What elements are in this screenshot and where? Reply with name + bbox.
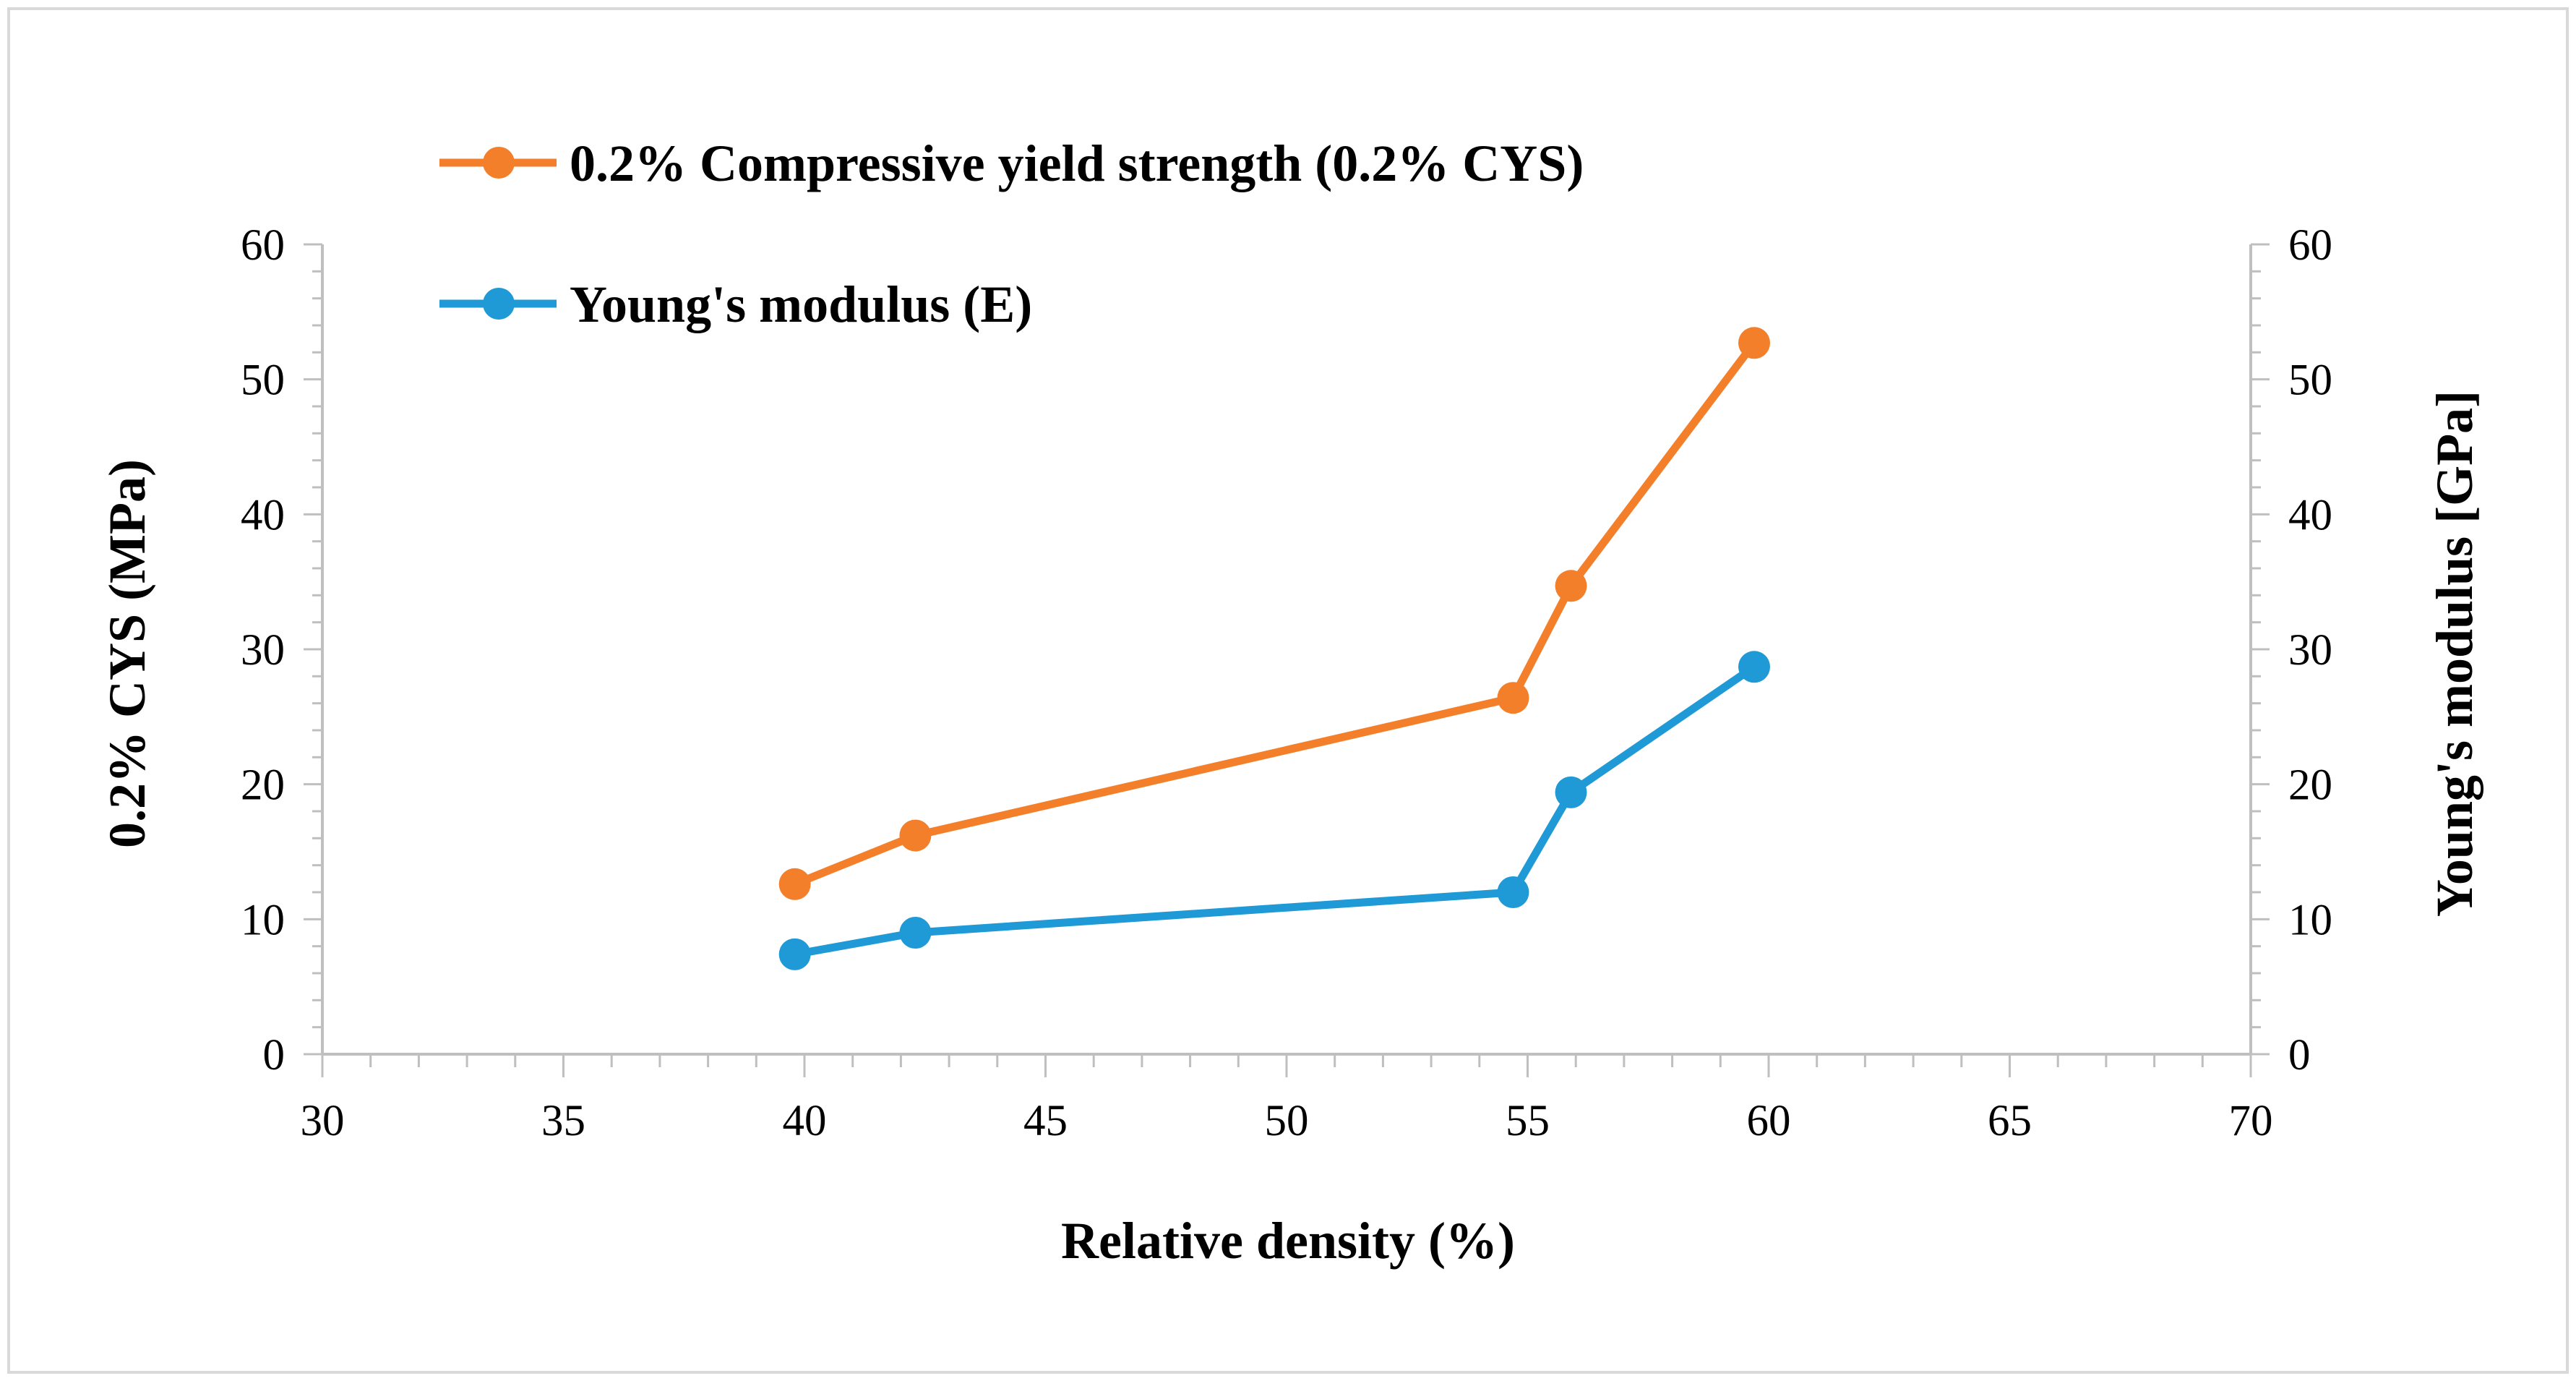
legend-label-youngs-modulus: Young's modulus (E): [570, 275, 1032, 333]
x-tick-label: 50: [1265, 1097, 1309, 1145]
data-point-cys[interactable]: [778, 868, 811, 900]
y2-tick-label: 30: [2288, 626, 2332, 675]
data-point-youngs-modulus[interactable]: [1738, 651, 1770, 683]
y-tick-label: 40: [241, 491, 285, 539]
y-tick-label: 60: [241, 221, 285, 270]
x-tick-label: 30: [301, 1097, 345, 1145]
y-tick-label: 0: [263, 1031, 285, 1079]
y-tick-label: 10: [241, 896, 285, 944]
data-point-youngs-modulus[interactable]: [778, 938, 811, 970]
x-tick-label: 40: [783, 1097, 827, 1145]
y2-tick-label: 60: [2288, 221, 2332, 270]
data-point-youngs-modulus[interactable]: [1555, 776, 1587, 808]
y2-tick-label: 10: [2288, 896, 2332, 944]
x-tick-label: 55: [1506, 1097, 1550, 1145]
y2-axis-title: Young's modulus [GPa]: [2426, 390, 2483, 917]
legend: 0.2% Compressive yield strength (0.2% CY…: [439, 134, 1584, 333]
legend-marker-cys: [483, 147, 515, 179]
series-layer: [778, 327, 1770, 970]
series-youngs-modulus: [778, 651, 1770, 970]
x-axis-title: Relative density (%): [1061, 1212, 1515, 1270]
x-tick-label: 45: [1023, 1097, 1068, 1145]
y-tick-label: 20: [241, 761, 285, 810]
y-axis-title: 0.2% CYS (MPa): [98, 459, 156, 848]
y2-tick-label: 20: [2288, 761, 2332, 810]
data-point-cys[interactable]: [1497, 682, 1529, 714]
y-tick-label: 50: [241, 356, 285, 405]
x-tick-label: 35: [541, 1097, 585, 1145]
legend-item-cys[interactable]: 0.2% Compressive yield strength (0.2% CY…: [439, 134, 1584, 192]
y2-tick-label: 0: [2288, 1031, 2311, 1079]
data-point-cys[interactable]: [1738, 327, 1770, 359]
y2-tick-label: 40: [2288, 491, 2332, 539]
legend-label-cys: 0.2% Compressive yield strength (0.2% CY…: [570, 134, 1584, 192]
axes: 30 35 40 45 50 55 60 65 70 0 10 20 30 40 50 60 0 10 20 30 40…: [241, 221, 2332, 1145]
y-tick-label: 30: [241, 626, 285, 675]
legend-marker-youngs-modulus: [483, 288, 515, 320]
data-point-youngs-modulus[interactable]: [1497, 876, 1529, 908]
x-tick-label: 60: [1747, 1097, 1791, 1145]
data-point-youngs-modulus[interactable]: [899, 917, 932, 949]
x-tick-label: 65: [1988, 1097, 2032, 1145]
data-point-cys[interactable]: [899, 819, 932, 852]
chart-frame: [7, 7, 2569, 1374]
legend-item-youngs-modulus[interactable]: Young's modulus (E): [439, 275, 1032, 333]
x-tick-label: 70: [2229, 1097, 2273, 1145]
data-point-cys[interactable]: [1555, 570, 1587, 602]
series-cys: [778, 327, 1770, 900]
y2-tick-label: 50: [2288, 356, 2332, 405]
